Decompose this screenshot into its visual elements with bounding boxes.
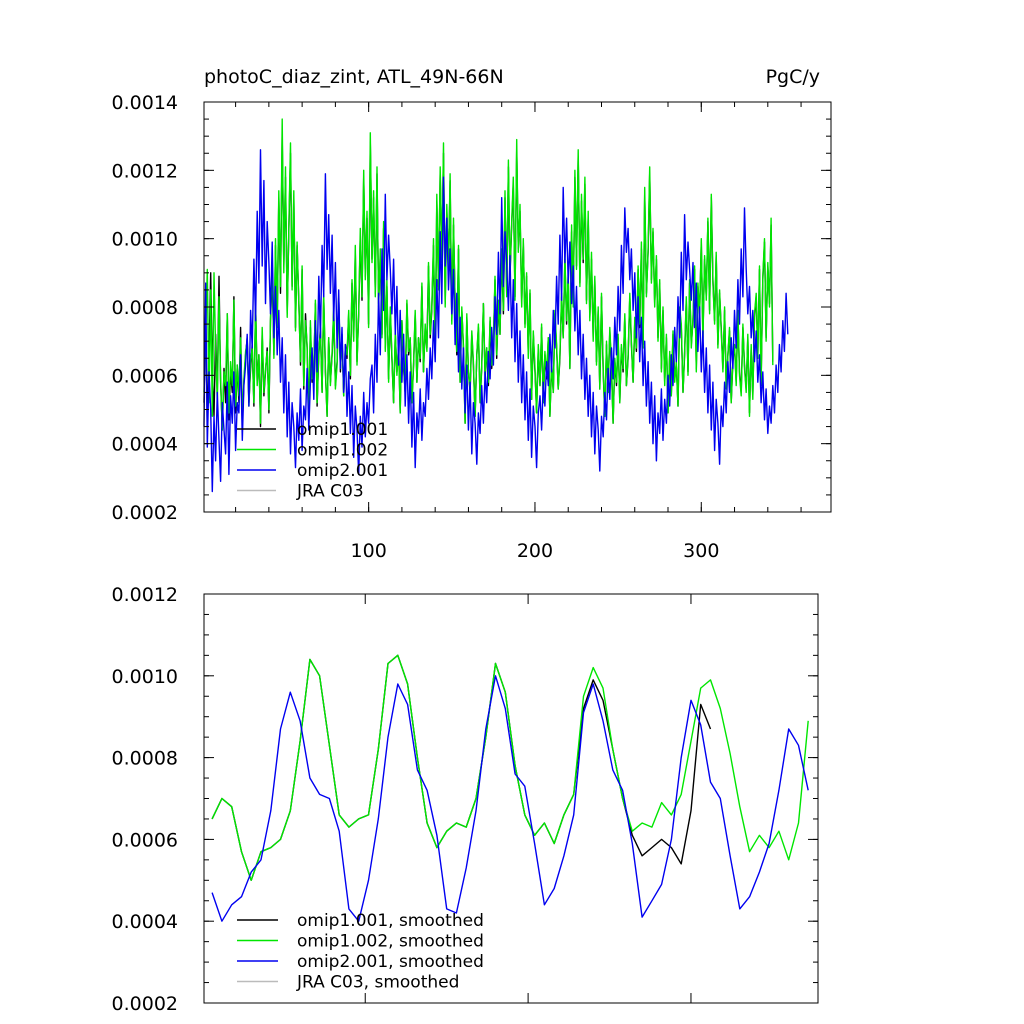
y-tick-label: 0.0010 (112, 229, 178, 251)
x-tick-label: 100 (351, 540, 387, 562)
legend-label: omip2.001, smoothed (297, 952, 484, 972)
y-tick-label: 0.0006 (112, 829, 178, 851)
y-tick-label: 0.0004 (112, 434, 178, 456)
bottom-axes: 0.0002 0.0004 0.0006 0.0008 0.0010 0.0012 (112, 584, 818, 1015)
series-line-2 (203, 149, 789, 493)
legend-label: omip1.001 (297, 420, 388, 440)
y-tick-label: 0.0004 (112, 911, 178, 933)
series-line-2 (211, 675, 809, 922)
legend-label: omip2.001 (297, 461, 388, 481)
y-tick-label: 0.0012 (112, 584, 178, 606)
bottom-series-lines (211, 654, 809, 922)
y-tick-label: 0.0014 (112, 92, 178, 114)
y-tick-label: 0.0010 (112, 666, 178, 688)
series-line-1 (203, 118, 774, 431)
units-label: PgC/y (766, 66, 820, 88)
legend-label: omip1.002 (297, 441, 388, 461)
legend-label: omip1.002, smoothed (297, 932, 484, 952)
series-line-0 (211, 654, 712, 881)
top-panel: photoC_diaz_zint, ATL_49N-66N PgC/y 0.00… (112, 66, 832, 562)
x-tick-label: 300 (683, 540, 719, 562)
y-tick-label: 0.0002 (112, 502, 178, 524)
y-tick-label: 0.0008 (112, 748, 178, 770)
top-series-lines (203, 118, 789, 493)
y-tick-label: 0.0008 (112, 297, 178, 319)
top-axes: 0.0002 0.0004 0.0006 0.0008 0.0010 0.0012 0.00… (112, 92, 831, 562)
legend-label: JRA C03 (296, 482, 364, 502)
legend-label: omip1.001, smoothed (297, 911, 484, 931)
legend-label: JRA C03, smoothed (296, 973, 459, 993)
bottom-panel: 0.0002 0.0004 0.0006 0.0008 0.0010 0.0012 omi… (112, 584, 819, 1015)
y-tick-label: 0.0002 (112, 993, 178, 1015)
chart-title: photoC_diaz_zint, ATL_49N-66N (204, 66, 504, 88)
series-line-1 (211, 654, 809, 881)
y-tick-label: 0.0006 (112, 365, 178, 387)
y-tick-label: 0.0012 (112, 160, 178, 182)
x-tick-label: 200 (517, 540, 553, 562)
